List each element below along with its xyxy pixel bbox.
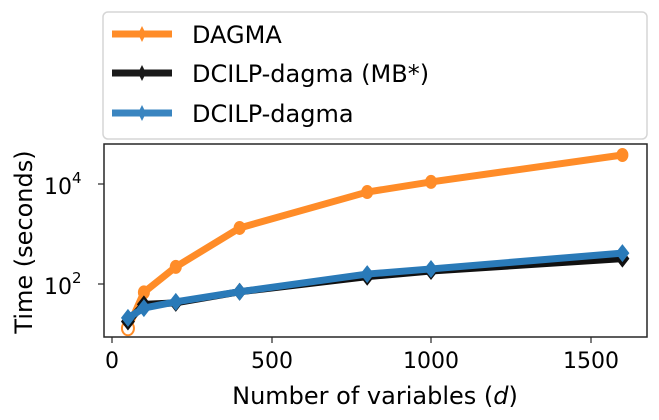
series-line	[125, 255, 623, 324]
circle-marker-icon	[137, 285, 150, 300]
legend-item-dcilp-mb: DCILP-dagma (MB*)	[112, 60, 429, 88]
circle-marker-icon	[425, 174, 437, 189]
x-axis-label: Number of variables (d)	[232, 382, 518, 410]
y-tick-label: 104	[44, 169, 82, 200]
x-tick-label: 0	[105, 349, 119, 374]
series-layer	[120, 148, 630, 337]
legend-label-dagma: DAGMA	[192, 21, 282, 49]
diamond-marker-icon	[138, 65, 146, 81]
x-tick-label: 500	[251, 349, 293, 374]
circle-marker-icon	[616, 148, 629, 163]
legend-box	[102, 11, 648, 140]
diamond-marker-icon	[120, 308, 135, 327]
circle-marker-icon	[233, 220, 246, 235]
series-line	[124, 151, 623, 330]
legend-label-dcilp: DCILP-dagma	[192, 100, 354, 128]
legend-item-dagma: DAGMA	[112, 21, 282, 49]
x-tick-label: 1500	[563, 349, 619, 374]
legend-label-dcilp-mb: DCILP-dagma (MB*)	[192, 60, 429, 88]
diamond-marker-icon	[424, 259, 438, 278]
diamond-marker-icon	[136, 299, 151, 318]
plot-area	[103, 143, 648, 338]
series-dcilp-dagma	[120, 244, 630, 327]
legend-item-dcilp: DCILP-dagma	[112, 100, 354, 128]
y-axis: 104 102 Time (seconds)	[10, 150, 104, 335]
diamond-marker-icon	[168, 292, 183, 311]
circle-marker-icon	[361, 185, 374, 200]
y-tick-label: 102	[44, 269, 82, 300]
axes-frame	[103, 143, 648, 338]
diamond-marker-icon	[615, 244, 630, 263]
diamond-marker-icon	[138, 26, 146, 42]
diamond-marker-icon	[232, 282, 247, 301]
diamond-marker-icon	[138, 105, 146, 121]
x-tick-label: 1000	[403, 349, 459, 374]
diamond-marker-icon	[360, 265, 375, 284]
y-axis-label: Time (seconds)	[10, 150, 38, 334]
x-axis: 0 500 1000 1500 Number of variables (d)	[105, 337, 619, 410]
legend: DAGMA DCILP-dagma (MB*) DCILP-dagma	[102, 11, 648, 140]
circle-marker-icon	[169, 259, 182, 274]
series-dagma	[120, 148, 629, 337]
